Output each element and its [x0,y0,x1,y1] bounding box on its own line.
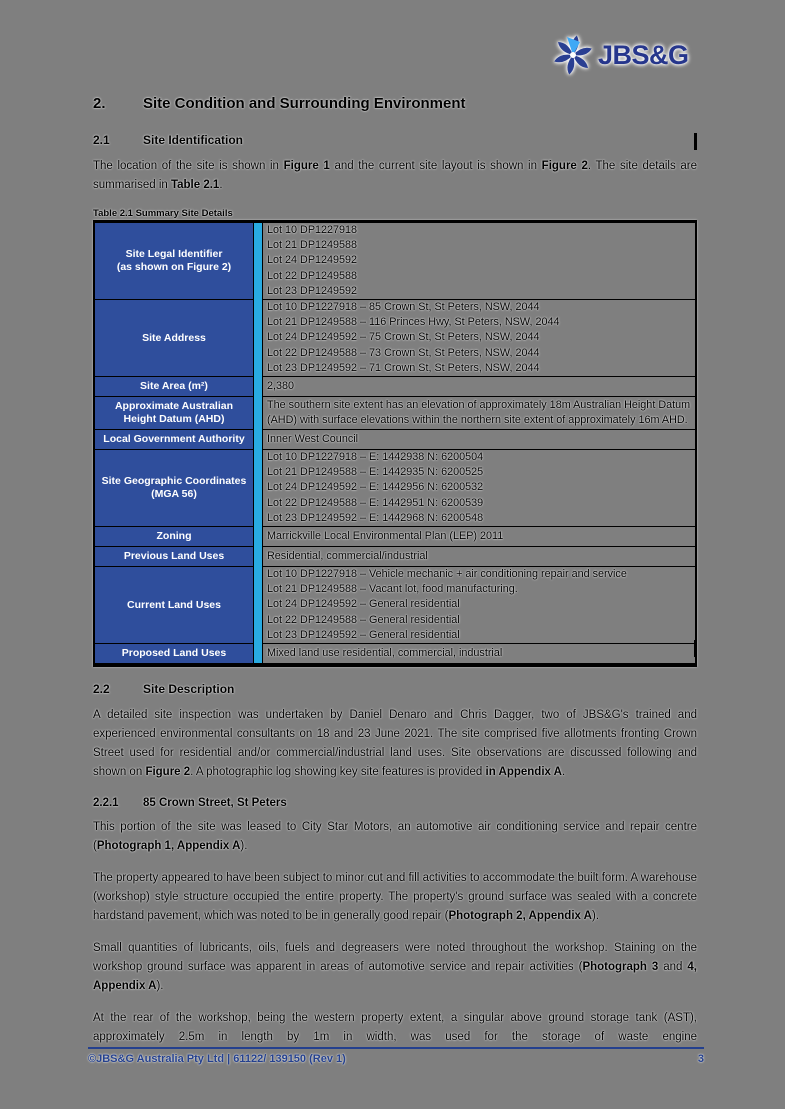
section-2-1-heading: 2.1 Site Identification [93,133,697,147]
jbsg-pinwheel-icon [554,35,592,75]
row-label: Approximate Australian Height Datum (AHD… [94,396,254,431]
table-row-local-government: Local Government Authority Inner West Co… [94,429,696,451]
row-label: Site Area (m²) [94,376,254,398]
section-title: Site Identification [143,133,244,147]
site-details-table: Site Legal Identifier (as shown on Figur… [93,220,697,668]
figure-2-ref: Figure 2 [541,160,588,172]
stripe-cell [253,449,263,527]
jbsg-logo: JBS&G [552,34,689,76]
section-number: 2. [93,95,106,112]
row-label: Proposed Land Uses [94,643,254,666]
text-segment: . The site details are summarised in [93,160,698,191]
text-segment: . [561,766,566,779]
row-label: Zoning [94,526,254,548]
row-value: Lot 10 DP1227918 – 85 Crown St, St Peter… [262,299,696,378]
table-caption: Table 2.1 Summary Site Details [93,208,233,219]
section-2-2-1-heading: 2.2.1 85 Crown Street, St Peters [93,797,697,809]
table-row-geographic-coordinates: Site Geographic Coordinates (MGA 56) Lot… [94,449,696,528]
text-segment: At the rear of the workshop, being the w… [93,1012,697,1044]
text-segment: The property appeared to have been subje… [93,872,697,923]
stripe-cell [253,643,263,666]
section-number: 2.1 [93,133,110,147]
text-segment: The location of the site is shown in [93,160,284,172]
stripe-cell [253,429,263,450]
table-row-zoning: Zoning Marrickville Local Environmental … [94,526,696,548]
text-segment: and [658,961,688,974]
figure-1-ref: Figure 1 [283,160,330,172]
stripe-cell [253,566,263,644]
text-segment: ). [240,840,248,853]
figure-2-ref: Figure 2 [145,766,191,779]
row-value: Lot 10 DP1227918 Lot 21 DP1249588 Lot 24… [262,221,696,301]
site-description-paragraph: A detailed site inspection was undertake… [93,706,697,782]
section-number: 2.2.1 [93,797,119,810]
section-title: Site Condition and Surrounding Environme… [143,95,466,112]
stripe-cell [253,396,263,430]
table-row-proposed-land-uses: Proposed Land Uses Mixed land use reside… [94,643,696,666]
row-label: Site Legal Identifier (as shown on Figur… [94,221,254,301]
stripe-cell [253,546,263,567]
table-row-height-datum: Approximate Australian Height Datum (AHD… [94,396,696,431]
table-row-site-legal-identifier: Site Legal Identifier (as shown on Figur… [94,221,696,301]
row-label: Site Address [94,299,254,378]
intro-paragraph: The location of the site is shown in Fig… [93,157,697,195]
table-row-previous-land-uses: Previous Land Uses Residential, commerci… [94,546,696,568]
crown-street-paragraph-3: Small quantities of lubricants, oils, fu… [93,939,697,996]
photograph-2-ref: Photograph 2, Appendix A [448,910,592,923]
row-value: Lot 10 DP1227918 – Vehicle mechanic + ai… [262,566,696,645]
section-title: Site Description [143,682,235,697]
text-segment: . [219,179,223,191]
row-value: Residential, commercial/industrial [262,546,696,568]
jbsg-logo-text: JBS&G [598,39,689,70]
row-value: Mixed land use residential, commercial, … [262,643,696,666]
text-segment: A detailed site inspection was undertake… [93,709,697,779]
change-bar [694,640,697,657]
text-segment: Small quantities of lubricants, oils, fu… [93,942,697,974]
stripe-cell [253,299,263,377]
footer-copyright: ©JBS&G Australia Pty Ltd | 61122/ 139150… [88,1053,346,1065]
section-number: 2.2 [93,682,110,697]
section-title: 85 Crown Street, St Peters [143,797,287,810]
text-segment: ). [592,910,600,923]
row-value: Marrickville Local Environmental Plan (L… [262,526,696,548]
row-value: The southern site extent has an elevatio… [262,396,696,431]
photograph-1-ref: Photograph 1, Appendix A [96,840,241,853]
row-label: Current Land Uses [94,566,254,645]
page-footer: ©JBS&G Australia Pty Ltd | 61122/ 139150… [88,1047,704,1065]
crown-street-paragraph-4: At the rear of the workshop, being the w… [93,1009,697,1047]
table-row-current-land-uses: Current Land Uses Lot 10 DP1227918 – Veh… [94,566,696,645]
row-value: Lot 10 DP1227918 – E: 1442938 N: 6200504… [262,449,696,528]
row-value: Inner West Council [262,429,696,451]
table-row-site-area: Site Area (m²) 2,380 [94,376,696,398]
text-segment: This portion of the site was leased to C… [93,821,697,853]
text-segment: and the current site layout is shown in [329,160,542,172]
row-label: Site Geographic Coordinates (MGA 56) [94,449,254,528]
photograph-3-ref: Photograph 3 [582,961,659,974]
stripe-cell [253,526,263,547]
change-bar [694,133,697,150]
text-segment: . A photographic log showing key site fe… [190,766,486,779]
section-2-2-heading: 2.2 Site Description [93,682,697,696]
row-label: Previous Land Uses [94,546,254,568]
page-number: 3 [697,1053,704,1065]
table-2-1-ref: Table 2.1 [170,179,220,191]
photograph-4-ref: 4, Appendix A [93,961,697,993]
crown-street-paragraph-2: The property appeared to have been subje… [93,869,697,926]
row-value: 2,380 [262,376,696,398]
text-segment: ). [156,980,164,993]
appendix-a-ref: in Appendix A [485,766,562,779]
row-label: Local Government Authority [94,429,254,451]
stripe-cell [253,376,263,397]
stripe-cell [253,221,263,300]
section-2-heading: 2. Site Condition and Surrounding Enviro… [93,95,697,112]
table-row-site-address: Site Address Lot 10 DP1227918 – 85 Crown… [94,299,696,378]
crown-street-paragraph-1: This portion of the site was leased to C… [93,818,697,856]
